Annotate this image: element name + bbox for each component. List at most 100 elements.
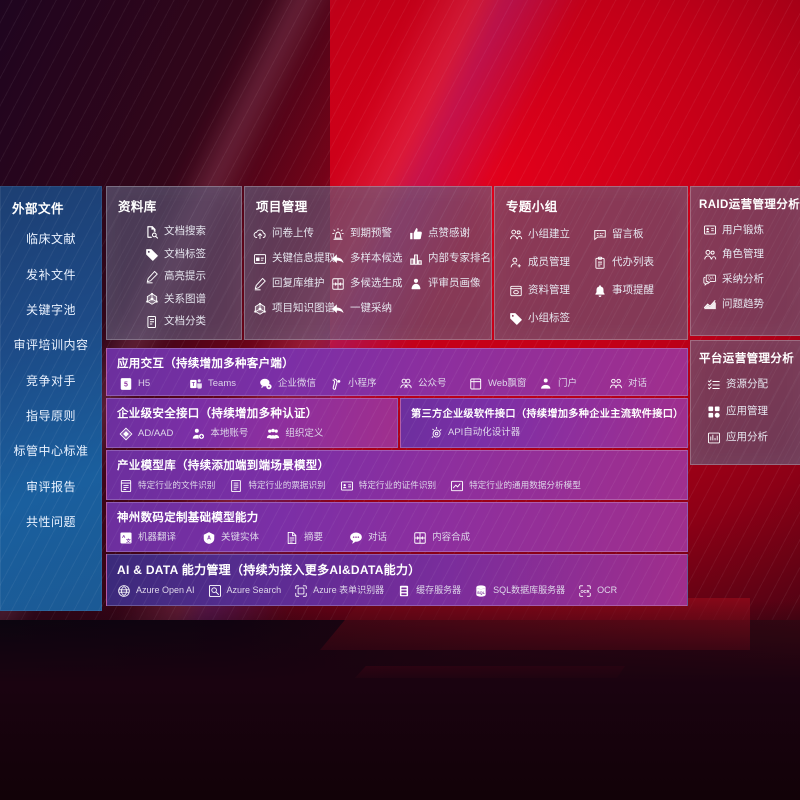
- item-cache-server[interactable]: 缓存服务器: [395, 580, 463, 602]
- item-label: 组织定义: [285, 427, 324, 439]
- item-label: 角色管理: [722, 248, 764, 261]
- item-user-training[interactable]: 用户锻炼: [703, 218, 793, 243]
- item-one-click-adopt[interactable]: 一键采纳: [329, 296, 407, 321]
- item-content-compose[interactable]: 内容合成: [411, 527, 472, 549]
- sidebar-item-review-training[interactable]: 审评培训内容: [13, 338, 89, 353]
- item-reviewer-profile[interactable]: 评审员画像: [407, 271, 485, 296]
- item-material-manage[interactable]: 资料管理: [507, 277, 591, 305]
- api-gear-icon: [429, 426, 443, 440]
- item-label: 缓存服务器: [416, 585, 462, 596]
- sidebar-item-guidelines[interactable]: 指导原则: [25, 409, 76, 424]
- item-summary[interactable]: 摘要: [283, 527, 325, 549]
- item-app-analysis[interactable]: 应用分析: [707, 425, 793, 451]
- item-app-manage[interactable]: 应用管理: [707, 398, 793, 424]
- item-id-recognition[interactable]: 特定行业的证件识别: [338, 475, 438, 497]
- ranking-icon: [409, 252, 423, 266]
- item-multi-candidate-generate[interactable]: 多候选生成: [329, 271, 407, 296]
- item-doc-classify[interactable]: 文档分类: [145, 311, 206, 333]
- item-tts[interactable]: TTS: [183, 602, 223, 605]
- item-official-account[interactable]: 公众号: [397, 373, 467, 395]
- item-api-designer[interactable]: API自动化设计器: [427, 422, 522, 444]
- item-receipt-recognition[interactable]: 特定行业的票据识别: [227, 475, 327, 497]
- item-voice-understanding[interactable]: 语音理解: [115, 602, 174, 605]
- checklist-icon: [707, 378, 721, 392]
- item-multi-sample-candidate[interactable]: 多样本候选: [329, 246, 407, 271]
- archive-icon: [509, 284, 523, 298]
- item-wecom[interactable]: 企业微信: [257, 373, 327, 395]
- item-highlight[interactable]: 高亮提示: [145, 266, 206, 288]
- item-item-reminder[interactable]: 事项提醒: [591, 277, 675, 305]
- item-dialog[interactable]: 对话: [607, 373, 677, 395]
- sidebar-item-standards-center[interactable]: 标管中心标准: [13, 444, 89, 459]
- item-todo-list[interactable]: 代办列表: [591, 249, 675, 277]
- item-azure-search[interactable]: Azure Search: [206, 580, 284, 602]
- item-teams[interactable]: T Teams: [187, 373, 257, 395]
- item-adoption-analysis[interactable]: QA 采纳分析: [703, 268, 793, 293]
- item-resource-allocation[interactable]: 资源分配: [707, 372, 793, 398]
- item-ocr[interactable]: OCR OCR: [576, 580, 619, 602]
- card-platform-analysis: 平台运营管理分析 资源分配 应用管理 应用分析: [690, 340, 800, 465]
- card-title-knowledge-base: 资料库: [118, 200, 157, 214]
- knowledge-graph-icon: [145, 292, 159, 306]
- item-label: 回复库维护: [272, 276, 325, 289]
- item-knowledge-graph-model[interactable]: 特定行业的通用知识图谱模型: [117, 497, 252, 499]
- item-label: 小组标签: [528, 312, 570, 325]
- item-doc-tag[interactable]: 文档标签: [145, 243, 206, 265]
- sidebar-item-review-report[interactable]: 审评报告: [25, 479, 76, 494]
- raid-analysis-items: 用户锻炼 角色管理 QA 采纳分析 问题趋势: [691, 218, 800, 317]
- app-interaction-items: 5 H5 T Teams 企业微信 小程序 公众号: [107, 373, 687, 395]
- item-group-tag[interactable]: 小组标签: [507, 305, 591, 333]
- item-ad-aad[interactable]: AD/AAD: [117, 423, 175, 445]
- item-reply-library-maintain[interactable]: 回复库维护: [251, 271, 329, 296]
- sidebar-item-clinical-literature[interactable]: 临床文献: [25, 232, 76, 247]
- item-label: 评审员画像: [427, 276, 481, 289]
- item-web-float-window[interactable]: Web飘窗: [467, 373, 537, 395]
- item-message-board[interactable]: 留言板: [591, 221, 675, 249]
- sidebar-item-common-issues[interactable]: 共性问题: [25, 515, 76, 530]
- item-label: 问卷上传: [272, 226, 314, 239]
- architecture-board: 外部文件 临床文献 发补文件 关键字池 审评培训内容 竞争对手 指导原则 标管中…: [0, 186, 800, 611]
- item-azure-openai[interactable]: Azure Open AI: [115, 580, 197, 602]
- sidebar-item-supplement-files[interactable]: 发补文件: [25, 267, 76, 282]
- bell-icon: [593, 284, 607, 298]
- item-relation-graph[interactable]: 关系图谱: [145, 288, 206, 310]
- item-h5[interactable]: 5 H5: [117, 373, 187, 395]
- item-questionnaire-upload[interactable]: 问卷上传: [251, 221, 329, 246]
- item-org-define[interactable]: 组织定义: [264, 423, 325, 445]
- item-label: 高亮提示: [164, 270, 206, 283]
- item-label: 应用管理: [726, 404, 768, 417]
- item-doc-search[interactable]: 文档搜索: [145, 221, 206, 243]
- item-portal[interactable]: 门户: [537, 373, 607, 395]
- item-member-manage[interactable]: 成员管理: [507, 249, 591, 277]
- item-issue-trend[interactable]: 问题趋势: [703, 292, 793, 317]
- item-local-account[interactable]: 本地账号: [189, 423, 250, 445]
- item-key-info-extract[interactable]: 关键信息提取: [251, 246, 335, 271]
- item-thanks-like[interactable]: 点赞感谢: [407, 221, 485, 246]
- openai-icon: [117, 584, 131, 598]
- item-file-recognition[interactable]: 特定行业的文件识别: [117, 475, 217, 497]
- item-group-create[interactable]: 小组建立: [507, 221, 591, 249]
- svg-text:SQL: SQL: [477, 591, 485, 595]
- item-miniprogram[interactable]: 小程序: [327, 373, 397, 395]
- item-internal-expert-ranking[interactable]: 内部专家排名: [407, 246, 491, 271]
- sidebar-item-competitors[interactable]: 竞争对手: [25, 373, 76, 388]
- id-card-icon: [340, 479, 354, 493]
- item-project-knowledge-graph[interactable]: 项目知识图谱: [251, 296, 335, 321]
- item-sql-database-server[interactable]: SQL SQL数据库服务器: [472, 580, 567, 602]
- item-label: Azure 表单识别器: [313, 585, 385, 596]
- item-key-entity[interactable]: A 关键实体: [200, 527, 261, 549]
- sidebar-item-keyword-pool[interactable]: 关键字池: [25, 302, 76, 317]
- item-dialog-capability[interactable]: 对话: [347, 527, 389, 549]
- ocr-icon: OCR: [578, 584, 592, 598]
- highlight-pen-icon: [145, 270, 159, 284]
- item-due-alert[interactable]: 到期预警: [329, 221, 407, 246]
- item-label: 采纳分析: [722, 273, 764, 286]
- chat-bubble-icon: [349, 531, 363, 545]
- svg-text:QA: QA: [708, 275, 714, 280]
- item-role-manage[interactable]: 角色管理: [703, 243, 793, 268]
- item-form-recognizer[interactable]: Azure 表单识别器: [292, 580, 386, 602]
- item-data-analysis-model[interactable]: 特定行业的通用数据分析模型: [448, 475, 583, 497]
- tag-icon: [509, 312, 523, 326]
- knowledge-base-items: 文档搜索 文档标签 高亮提示 关系图谱 文档分类: [107, 221, 241, 333]
